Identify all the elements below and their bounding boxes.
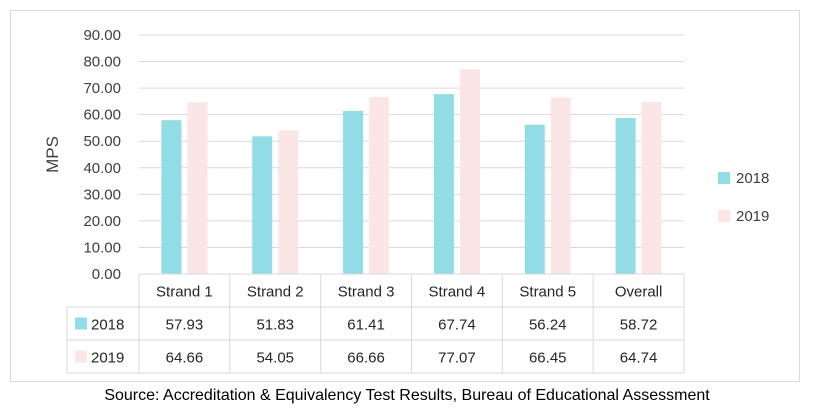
y-tick-label: 50.00 [83,133,121,150]
table-value-2018: 58.72 [620,317,658,334]
y-tick-label: 90.00 [83,27,121,44]
table-series-label: 2019 [91,350,124,367]
bar-2019-strand-1 [187,102,208,274]
table-value-2018: 67.74 [438,317,476,334]
legend-key-2019 [718,210,730,222]
table-legend-key-2018 [75,317,87,330]
y-tick-label: 10.00 [83,239,121,256]
y-tick-label: 60.00 [83,107,121,124]
bar-2018-strand-3 [343,110,364,274]
table-value-2018: 51.83 [256,317,294,334]
y-axis-title: MPS [43,136,62,173]
table-value-2018: 61.41 [347,317,385,334]
y-tick-label: 70.00 [83,80,121,97]
table-legend-key-2019 [75,350,87,363]
table-value-2018: 56.24 [529,317,567,334]
y-tick-label: 30.00 [83,186,121,203]
table-series-label: 2018 [91,317,124,334]
y-tick-label: 0.00 [92,266,121,283]
table-value-2019: 66.45 [529,350,567,367]
bar-2018-strand-5 [524,124,545,275]
y-tick-label: 40.00 [83,160,121,177]
bar-2019-strand-4 [459,69,480,274]
bar-2019-strand-3 [369,96,390,274]
bar-2018-overall [615,118,636,274]
table-value-2019: 64.74 [620,350,658,367]
bar-chart: 0.00 10.00 20.00 30.00 40.00 50.00 60.00 70.00 8… [43,27,769,374]
table-value-2018: 57.93 [166,317,204,334]
table-value-2019: 54.05 [256,350,294,367]
bar-2019-overall [641,102,662,274]
table-value-2019: 77.07 [438,350,476,367]
bar-2018-strand-4 [433,94,454,274]
source-caption: Source: Accreditation & Equivalency Test… [104,387,710,404]
legend-label: 2019 [736,208,769,225]
table-value-2019: 66.66 [347,350,385,367]
bar-2018-strand-2 [252,136,273,274]
y-tick-label: 20.00 [83,213,121,230]
table-value-2019: 64.66 [166,350,204,367]
legend-label: 2018 [736,170,769,187]
bar-2019-strand-5 [550,97,571,274]
x-tick-label: Strand 2 [247,284,304,301]
x-tick-label: Strand 1 [156,284,213,301]
legend-key-2018 [718,172,730,184]
bar-2019-strand-2 [278,130,299,274]
bar-2018-strand-1 [161,120,182,274]
y-tick-label: 80.00 [83,54,121,71]
x-tick-label: Strand 5 [519,284,576,301]
x-tick-label: Overall [615,284,663,301]
chart-area [10,10,800,382]
x-tick-label: Strand 4 [429,284,486,301]
x-tick-label: Strand 3 [338,284,395,301]
